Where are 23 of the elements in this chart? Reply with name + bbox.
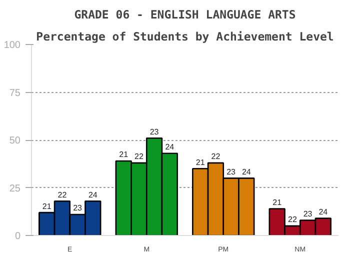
text: 23 — [226, 167, 236, 176]
text: 22 — [211, 152, 220, 162]
chart-subtitle: Percentage of Students by Achievement Level — [36, 30, 334, 44]
y-tick-label: 50 — [9, 136, 21, 146]
series-label: 24 — [88, 190, 98, 200]
text: 22 — [134, 152, 144, 162]
text: 23 — [303, 209, 312, 218]
series-label: 22 — [58, 190, 68, 200]
text: 21 — [272, 198, 282, 207]
y-tick-label: 25 — [9, 183, 21, 194]
y-tick-label: 0 — [14, 231, 21, 242]
text: 24 — [165, 142, 174, 152]
series-label: 21 — [119, 150, 129, 160]
text: 21 — [42, 202, 52, 211]
text: 24 — [242, 167, 251, 176]
series-label: 23 — [150, 127, 160, 136]
text: 22 — [288, 215, 297, 224]
text: 21 — [196, 158, 205, 167]
text: 23 — [73, 204, 82, 213]
text: 24 — [318, 207, 328, 216]
y-tick-label: 100 — [4, 40, 21, 51]
chart-title: GRADE 06 - ENGLISH LANGUAGE ARTS — [74, 8, 296, 22]
y-tick-label: 75 — [9, 88, 21, 99]
